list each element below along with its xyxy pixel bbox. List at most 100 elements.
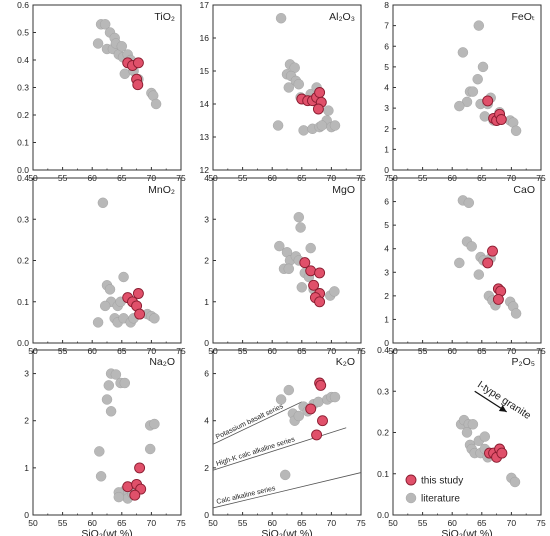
- x-tick-label: 65: [117, 346, 127, 356]
- trend-arrow-label: I-type granite: [475, 379, 533, 422]
- y-tick-label: 0.0: [17, 338, 29, 348]
- literature-point: [283, 82, 294, 93]
- literature-point: [103, 380, 115, 391]
- y-tick-label: 12: [200, 165, 210, 175]
- x-tick-label: 50: [208, 518, 218, 528]
- x-axis-label: SiO₂(wt.%): [261, 528, 312, 536]
- y-tick-label: 3: [384, 103, 389, 113]
- literature-point: [272, 120, 284, 131]
- this-study-point: [317, 415, 328, 427]
- y-tick-label: 0.4: [17, 55, 29, 65]
- literature-point: [119, 68, 131, 80]
- panel-title: MnO₂: [148, 184, 175, 196]
- literature-point: [467, 86, 479, 97]
- y-tick-label: 7: [384, 21, 389, 31]
- y-tick-label: 0.0: [17, 165, 29, 175]
- y-tick-label: 1: [384, 314, 389, 324]
- literature-point: [110, 369, 122, 380]
- y-tick-label: 5: [384, 220, 389, 230]
- literature-point: [101, 394, 113, 405]
- x-tick-label: 65: [477, 346, 487, 356]
- y-tick-label: 0.1: [17, 297, 29, 307]
- literature-point: [454, 257, 465, 269]
- literature-point: [510, 125, 522, 137]
- y-tick-label: 3: [204, 214, 209, 224]
- this-study-point: [134, 308, 146, 320]
- literature-point: [316, 120, 328, 131]
- literature-point: [305, 242, 316, 254]
- y-tick-label: 5: [384, 62, 389, 72]
- literature-point: [92, 38, 104, 49]
- y-tick-label: 6: [204, 369, 209, 379]
- literature-point: [144, 443, 156, 455]
- x-tick-label: 75: [536, 518, 546, 528]
- x-tick-label: 65: [297, 346, 307, 356]
- literature-point: [92, 317, 104, 328]
- this-study-point: [314, 87, 326, 98]
- literature-point: [461, 427, 473, 438]
- literature-point: [149, 418, 160, 430]
- literature-point: [116, 41, 128, 52]
- y-tick-label: 4: [204, 173, 209, 183]
- legend-label: literature: [421, 494, 460, 505]
- x-tick-label: 70: [327, 518, 337, 528]
- y-tick-label: 0: [204, 510, 209, 520]
- y-tick-label: 0.5: [17, 28, 29, 38]
- panel-title: Al₂O₃: [329, 11, 355, 23]
- series-boundary-label: High-K calc alkaline series: [215, 436, 296, 468]
- literature-point: [457, 47, 469, 58]
- series-boundary-line: [212, 472, 362, 509]
- x-tick-label: 70: [507, 518, 517, 528]
- x-tick-label: 75: [356, 518, 366, 528]
- panel-title: TiO₂: [154, 11, 175, 23]
- this-study-point: [134, 462, 146, 474]
- x-tick-label: 60: [87, 346, 97, 356]
- panel-title: K₂O: [336, 356, 355, 368]
- literature-point: [479, 431, 490, 442]
- this-study-point: [314, 296, 326, 308]
- literature-point: [97, 197, 109, 209]
- literature-point: [329, 286, 340, 297]
- y-tick-label: 0: [384, 165, 389, 175]
- literature-point: [329, 391, 341, 403]
- literature-point: [293, 211, 304, 223]
- panel-6: 50 55 60 65 70 75 0 1 2 3 Na₂O SiO₂(wt.%): [24, 349, 186, 536]
- panel-title: FeOₜ: [511, 11, 535, 23]
- series-boundary-line: [212, 427, 347, 471]
- panel-title: P₂O₅: [512, 356, 535, 368]
- literature-point: [293, 78, 304, 90]
- literature-point: [295, 222, 306, 233]
- literature-point: [509, 476, 521, 488]
- y-tick-label: 1: [384, 144, 389, 154]
- this-study-point: [482, 257, 494, 269]
- legend-label: this study: [421, 476, 463, 487]
- y-tick-label: 16: [200, 33, 210, 43]
- literature-point: [99, 19, 111, 30]
- literature-point: [274, 240, 285, 252]
- x-tick-label: 60: [267, 518, 277, 528]
- x-tick-label: 60: [447, 518, 457, 528]
- y-tick-label: 0.2: [377, 428, 389, 438]
- y-tick-label: 4: [384, 244, 389, 254]
- literature-point: [94, 446, 105, 457]
- y-tick-label: 6: [384, 41, 389, 51]
- this-study-point: [312, 103, 324, 115]
- x-axis-label: SiO₂(wt.%): [81, 528, 132, 536]
- y-tick-label: 14: [200, 99, 210, 109]
- y-tick-label: 4: [384, 83, 389, 93]
- literature-point: [479, 111, 490, 122]
- y-tick-label: 2: [24, 416, 29, 426]
- y-tick-label: 0.3: [377, 386, 389, 396]
- series-boundary-line: [212, 401, 302, 445]
- panel-title: MgO: [332, 184, 355, 196]
- x-tick-label: 65: [117, 518, 127, 528]
- y-tick-label: 15: [200, 66, 210, 76]
- this-study-point: [132, 288, 144, 299]
- y-tick-label: 0: [24, 510, 29, 520]
- literature-point: [472, 73, 483, 85]
- this-study-point: [482, 95, 494, 107]
- this-study-point: [487, 245, 498, 257]
